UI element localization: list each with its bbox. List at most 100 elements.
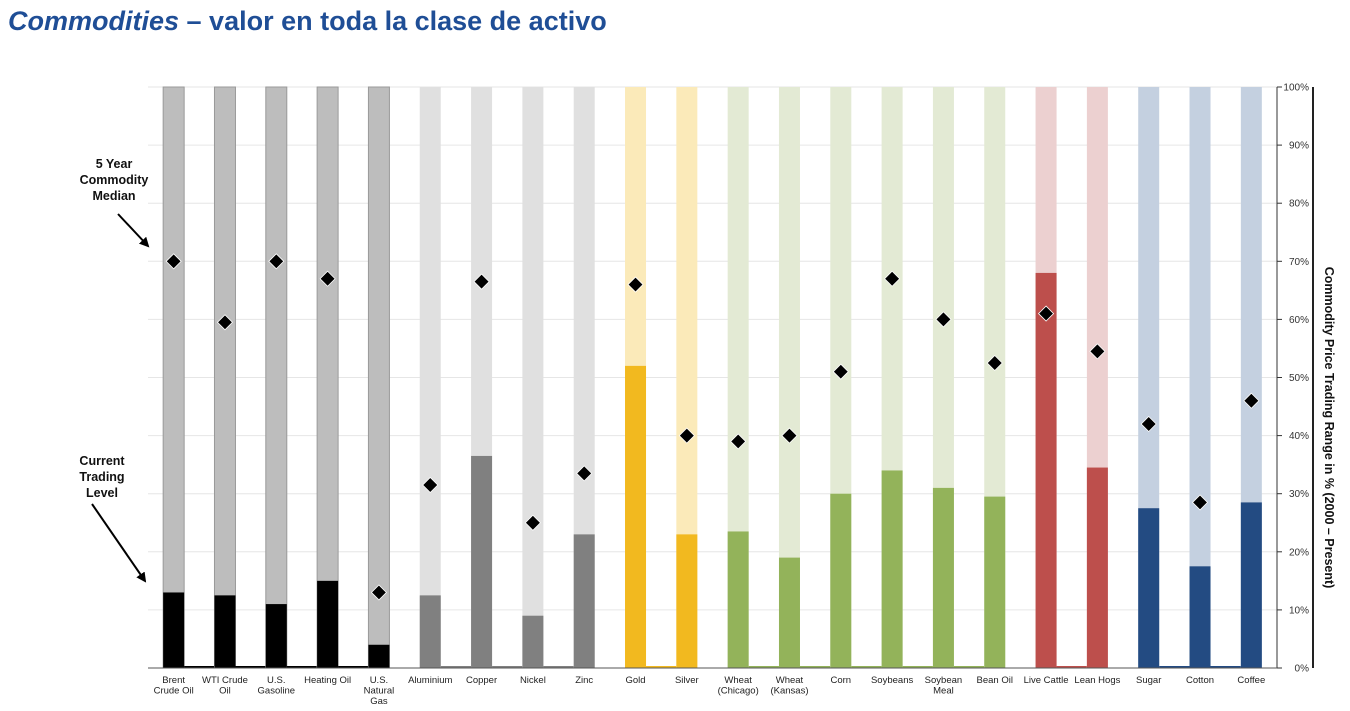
median-marker [216,314,234,331]
y-axis: 0% 10% 20% 30% 40% 50% 60% 70% 80% 90% 100% Commodi… [148,83,1336,675]
category-label: Sugar [1136,675,1161,686]
category-label: Gold [625,675,645,686]
category-label: Copper [466,675,497,686]
category-label: Zinc [575,675,593,686]
current-level-bar [830,493,852,668]
current-level-bar [265,604,287,668]
current-level-bar [727,531,749,668]
current-level-bar [471,455,493,668]
y-tick-label: 0% [1295,664,1310,675]
y-tick-label: 70% [1289,257,1309,268]
median-marker [1243,392,1260,409]
y-tick-label: 20% [1289,547,1309,558]
median-marker [1089,343,1106,360]
y-tick-label: 50% [1289,373,1309,384]
median-marker [678,427,695,444]
current-level-bar [214,595,236,668]
category-label: Heating Oil [304,675,351,686]
category-label: Corn [830,675,851,686]
category-label: Silver [675,675,699,686]
category-label: Wheat (Kansas) [770,675,808,697]
current-level-bar [368,644,390,668]
y-tick-label: 90% [1289,141,1309,152]
current-level-bar [419,595,441,668]
current-level-bar [676,534,698,668]
median-arrow [117,213,150,248]
range-bar [727,87,749,668]
median-marker [1191,494,1209,511]
median-marker [935,311,952,328]
y-tick-label: 100% [1283,83,1309,94]
current-arrow [91,503,147,583]
category-label: Bean Oil [977,675,1013,686]
current-annotation: Current Trading Level [79,454,125,500]
range-bar [213,86,236,669]
median-marker [627,276,644,293]
category-label: Soybeans [871,675,914,686]
median-markers [165,253,1260,601]
range-bar [676,87,698,668]
y-tick-label: 80% [1289,199,1309,210]
current-level-bar [573,534,595,668]
median-marker [884,270,901,287]
category-label: Aluminium [408,675,452,686]
current-level-bar [522,615,544,668]
range-bar [573,87,595,668]
current-level-bar [163,592,185,668]
annotations: 5 Year Commodity Median Current Trading Level [79,157,150,583]
range-bar [265,86,288,669]
median-annotation: 5 Year Commodity Median [80,157,149,203]
category-label: Live Cattle [1024,675,1069,686]
current-level-bar [1189,566,1211,668]
category-labels: Brent Crude Oil WTI Crude Oil U.S. Gasoline He… [154,675,1266,707]
range-bar [778,87,800,668]
current-level-bar [317,580,339,668]
category-label: Coffee [1237,675,1265,686]
median-marker [473,273,490,290]
current-level-bar [984,496,1006,668]
current-level-bar [625,365,647,668]
category-label: Brent Crude Oil [154,675,194,697]
range-bar [522,87,544,668]
current-level-bar [1240,502,1262,668]
range-bar [1189,87,1211,668]
median-marker [165,253,182,270]
median-marker [781,427,798,444]
category-label: U.S. Gasoline [258,675,296,697]
median-marker [370,584,387,601]
y-tick-label: 40% [1289,431,1309,442]
median-marker [422,476,439,494]
median-marker [832,363,849,380]
median-marker [268,253,285,270]
current-level-bar [881,470,903,668]
category-label: Cotton [1186,675,1214,686]
current-level-bar [1035,272,1057,668]
title-italic: Commodities [8,6,180,36]
median-marker [319,270,336,287]
page-title: Commodities – valor en toda la clase de … [8,6,607,37]
current-level-bar [932,487,954,668]
category-label: Nickel [520,675,546,686]
bars [162,86,1262,669]
category-label: Soybean Meal [925,675,963,697]
category-label: Lean Hogs [1074,675,1120,686]
median-marker [730,433,747,450]
median-marker [1140,415,1157,433]
current-level-bar [1086,467,1108,668]
range-bar [162,86,185,669]
median-marker [986,354,1003,372]
category-label: Wheat (Chicago) [718,675,759,697]
category-label: U.S. Natural Gas [364,675,395,707]
current-level-bar [778,557,800,668]
y-tick-label: 10% [1289,605,1309,616]
median-marker [576,465,593,482]
y-tick-label: 60% [1289,315,1309,326]
range-bar [367,86,390,669]
category-label: WTI Crude Oil [202,675,248,697]
title-rest: – valor en toda la clase de activo [179,6,607,36]
y-tick-label: 30% [1289,489,1309,500]
current-level-bar [1138,508,1160,668]
y-axis-title: Commodity Price Trading Range in % (2000… [1322,267,1336,589]
median-marker [1038,305,1055,322]
